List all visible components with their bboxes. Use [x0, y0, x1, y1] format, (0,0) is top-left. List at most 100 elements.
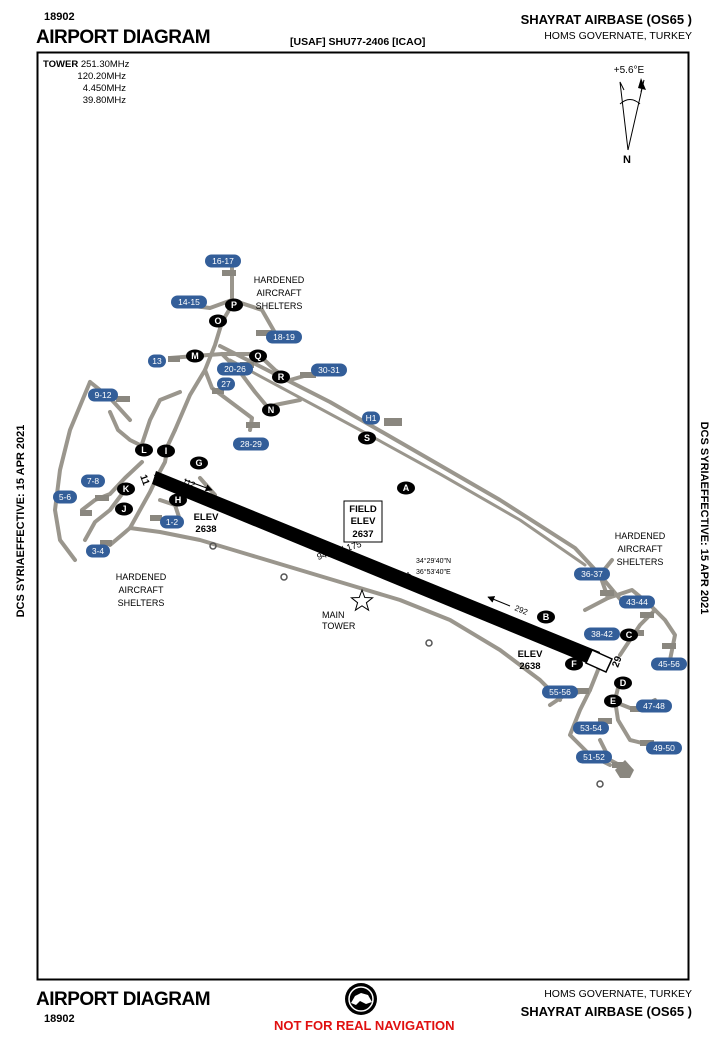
svg-text:51-52: 51-52 [583, 752, 605, 762]
taxiway-badge-j: J [115, 502, 133, 516]
chart-number: 18902 [44, 11, 75, 23]
dcs-logo-icon [345, 983, 377, 1015]
svg-text:13: 13 [152, 356, 162, 366]
shelters-west-line-1: HARDENED [116, 572, 167, 582]
svg-text:7-8: 7-8 [87, 476, 100, 486]
shelters-east-line-3: SHELTERS [617, 557, 664, 567]
svg-text:45-56: 45-56 [658, 659, 680, 669]
svg-text:38-42: 38-42 [591, 629, 613, 639]
svg-text:14-15: 14-15 [178, 297, 200, 307]
shelters-east-line-2: AIRCRAFT [618, 544, 664, 554]
svg-text:B: B [543, 612, 550, 622]
tower-frequencies: TOWER 251.30MHz 120.20MHz 4.450MHz 39.80… [43, 59, 129, 107]
runway-end-29: 29 [610, 654, 624, 669]
taxiway-badge-i: I [157, 444, 175, 458]
field-elev-line-3: 2637 [352, 529, 373, 540]
taxiway-badge-g: G [190, 456, 208, 470]
svg-text:47-48: 47-48 [643, 701, 665, 711]
airport-identifier: [USAF] SHU77-2406 [ICAO] [290, 36, 426, 48]
shelters-north-line-2: AIRCRAFT [257, 288, 303, 298]
svg-text:K: K [123, 484, 130, 494]
main-tower-icon [350, 588, 374, 612]
svg-text:5-6: 5-6 [59, 492, 72, 502]
shelter-badge-9-12: 9-12 [88, 388, 118, 402]
shelter-badge-51-52: 51-52 [576, 750, 612, 764]
tower-freq-4: 39.80MHz [82, 95, 126, 106]
svg-text:I: I [165, 446, 168, 456]
svg-text:C: C [626, 630, 633, 640]
tower-freq-3: 4.450MHz [82, 83, 126, 94]
svg-text:P: P [231, 300, 237, 310]
taxiway-badge-n: N [262, 403, 280, 417]
svg-text:18-19: 18-19 [273, 332, 295, 342]
shelters-north-line-3: SHELTERS [256, 301, 303, 311]
shelter-pads [80, 270, 676, 778]
navigation-warning: NOT FOR REAL NAVIGATION [274, 1018, 455, 1033]
shelter-badge-20-26: 20-26 [217, 362, 253, 376]
heading-arrow-112 [184, 479, 213, 492]
shelter-badge-45-56: 45-56 [651, 657, 687, 671]
shelter-badge-43-44: 43-44 [619, 595, 655, 609]
magnetic-variation: +5.6°E [614, 65, 645, 76]
shelter-badge-7-8: 7-8 [81, 474, 105, 488]
tower-freq-1: 251.30MHz [80, 59, 130, 70]
shelter-badge-49-50: 49-50 [646, 741, 682, 755]
shelter-badge-47-48: 47-48 [636, 699, 672, 713]
shelter-badge-1-2: 1-2 [160, 515, 184, 529]
footer-region: HOMS GOVERNATE, TURKEY [544, 988, 692, 1000]
north-arrow-icon [619, 79, 645, 151]
elev-east-label: ELEV [518, 649, 543, 660]
shelter-badges: 16-17 14-15 18-19 13 20-26 30-31 27 H1 28-29 9-12… [53, 254, 687, 764]
svg-text:H1: H1 [366, 413, 377, 423]
coordinate-latitude: 34°29'40"N [416, 557, 451, 565]
main-tower-line-1: MAIN [322, 610, 345, 620]
taxiway-badge-d: D [614, 676, 632, 690]
north-label: N [623, 154, 631, 166]
svg-text:9-12: 9-12 [94, 390, 111, 400]
heading-arrow-292 [487, 596, 511, 607]
shelters-west-line-3: SHELTERS [118, 598, 165, 608]
reference-point-icon [402, 572, 414, 584]
taxiway-badge-c: C [620, 628, 638, 642]
shelter-badge-3-4: 3-4 [86, 544, 110, 558]
svg-text:G: G [195, 458, 202, 468]
taxiway-badge-a: A [397, 481, 415, 495]
shelter-badge-18-19: 18-19 [266, 330, 302, 344]
svg-text:27: 27 [221, 379, 231, 389]
svg-text:O: O [214, 316, 221, 326]
svg-text:M: M [191, 351, 199, 361]
shelter-badge-55-56: 55-56 [542, 685, 578, 699]
footer-airport-name: SHAYRAT AIRBASE (OS65 ) [520, 1004, 692, 1019]
field-elev-line-1: FIELD [349, 504, 377, 515]
shelters-west-line-2: AIRCRAFT [119, 585, 165, 595]
svg-text:F: F [571, 659, 577, 669]
airport-name: SHAYRAT AIRBASE (OS65 ) [520, 12, 692, 27]
coordinate-longitude: 36°53'40"E [416, 568, 451, 576]
shelter-badge-53-54: 53-54 [573, 721, 609, 735]
svg-text:1-2: 1-2 [166, 517, 179, 527]
field-elev-line-2: ELEV [351, 516, 376, 527]
svg-text:A: A [403, 483, 410, 493]
taxiway-badge-l: L [135, 443, 153, 457]
svg-text:D: D [620, 678, 627, 688]
footer-chart-number: 18902 [44, 1013, 75, 1025]
shelter-badge-38-42: 38-42 [584, 627, 620, 641]
shelter-badge-36-37: 36-37 [574, 567, 610, 581]
taxiway-badge-p: P [225, 298, 243, 312]
shelters-north-line-1: HARDENED [254, 275, 305, 285]
taxiway-badge-h: H [169, 493, 187, 507]
taxiway-badge-e: E [604, 694, 622, 708]
taxiway-badge-k: K [117, 482, 135, 496]
svg-text:S: S [364, 433, 370, 443]
taxiway-badge-r: R [272, 370, 290, 384]
shelters-east-line-1: HARDENED [615, 531, 666, 541]
taxiway-badge-f: F [565, 657, 583, 671]
runway-11-29 [152, 471, 613, 673]
svg-text:36-37: 36-37 [581, 569, 603, 579]
svg-text:28-29: 28-29 [240, 439, 262, 449]
runway-end-11: 11 [137, 473, 151, 487]
shelter-badge-H1: H1 [362, 411, 380, 425]
field-elevation-box [343, 500, 383, 543]
shelter-badge-28-29: 28-29 [233, 437, 269, 451]
